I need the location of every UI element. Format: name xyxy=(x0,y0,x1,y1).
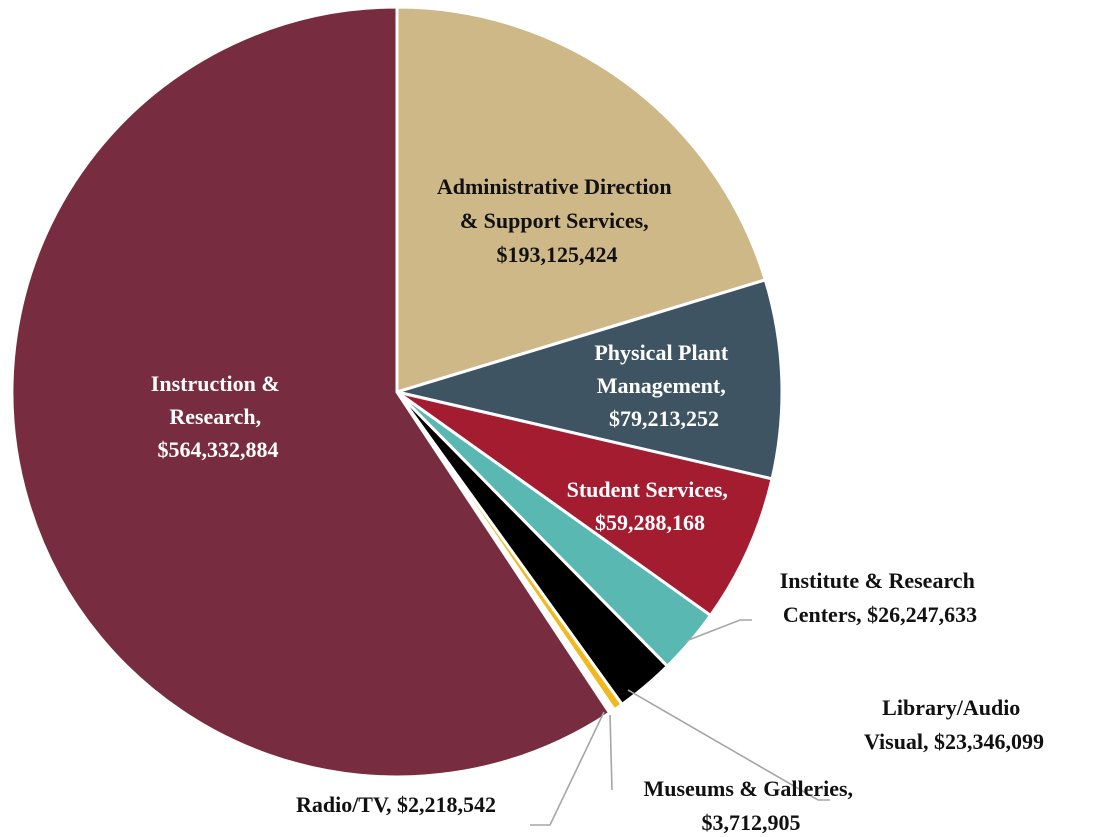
label-library: Library/Audio Visual, $23,346,099 xyxy=(864,695,1044,754)
label-institute: Institute & Research Centers, $26,247,63… xyxy=(780,568,981,627)
leader-line-radio xyxy=(530,711,605,826)
leader-line-museums xyxy=(609,714,613,791)
label-student-services: Student Services, $59,288,168 xyxy=(567,477,734,535)
pie-slice-instruction-research xyxy=(10,5,612,779)
pie-slice-physical-plant-management xyxy=(391,278,784,481)
leader-line-institute xyxy=(685,619,752,642)
leader-line-library xyxy=(627,689,830,801)
slice-labels: Administrative Direction & Support Servi… xyxy=(151,174,1044,835)
leader-lines xyxy=(530,619,830,826)
label-physical-plant: Physical Plant Management, $79,213,252 xyxy=(594,340,733,431)
label-administrative: Administrative Direction & Support Servi… xyxy=(437,174,677,267)
pie-slice-administrative-direction-support-services xyxy=(395,5,768,395)
label-museums: Museums & Galleries, $3,712,905 xyxy=(643,776,858,835)
pie-slice-student-services xyxy=(396,390,774,618)
label-instruction: Instruction & Research, $564,332,884 xyxy=(151,371,285,462)
label-radio-tv: Radio/TV, $2,218,542 xyxy=(296,792,496,817)
pie-slices xyxy=(10,5,784,779)
